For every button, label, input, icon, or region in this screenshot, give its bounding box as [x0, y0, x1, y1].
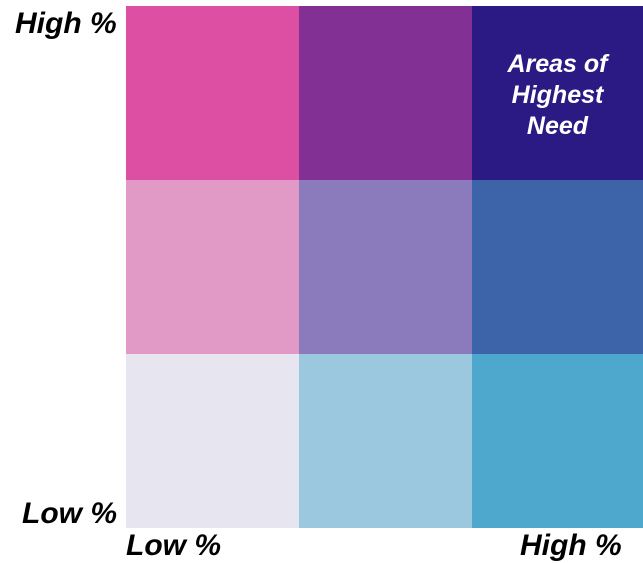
legend-cell-r1-c3: Areas of Highest Need — [472, 6, 643, 180]
y-axis-high-label: High % — [15, 7, 117, 40]
legend-cell-r1-c1 — [126, 6, 299, 180]
x-axis-high-label: High % — [520, 529, 622, 562]
y-axis-low-label: Low % — [22, 497, 117, 530]
bivariate-legend-grid: Areas of Highest Need — [126, 6, 643, 528]
legend-cell-r3-c2 — [299, 354, 472, 528]
legend-cell-r3-c1 — [126, 354, 299, 528]
legend-cell-r1-c2 — [299, 6, 472, 180]
highest-need-label: Areas of Highest Need — [507, 50, 608, 140]
x-axis-low-label: Low % — [126, 529, 221, 562]
legend-cell-r2-c1 — [126, 180, 299, 354]
legend-cell-r2-c2 — [299, 180, 472, 354]
legend-cell-r2-c3 — [472, 180, 643, 354]
legend-cell-r3-c3 — [472, 354, 643, 528]
